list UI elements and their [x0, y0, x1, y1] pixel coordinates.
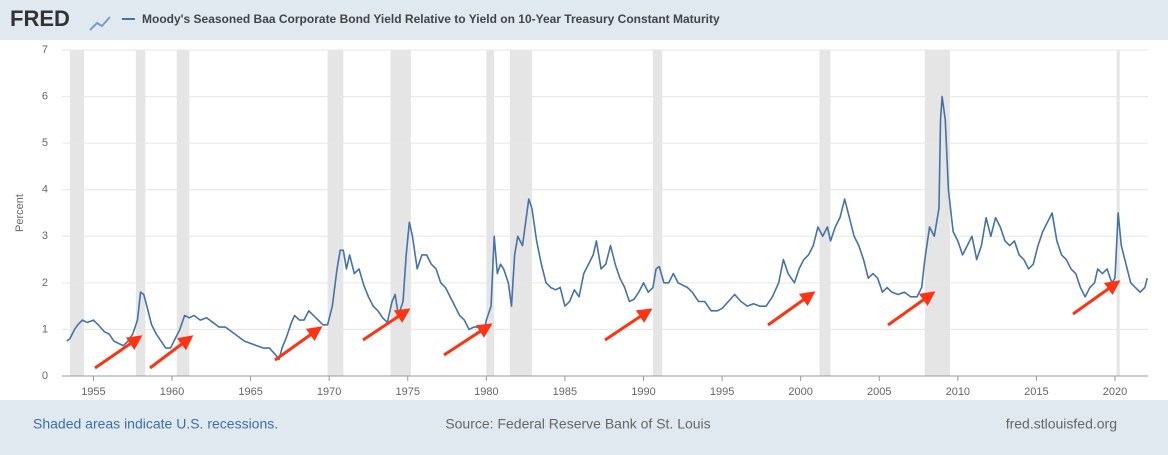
- y-tick-label: 0: [42, 370, 48, 382]
- recession-band: [135, 50, 146, 376]
- recession-band: [652, 50, 663, 376]
- recession-note: Shaded areas indicate U.S. recessions.: [33, 416, 278, 432]
- recession-band: [390, 50, 411, 376]
- plot-background: [0, 40, 1168, 400]
- x-tick-label: 1960: [160, 386, 184, 398]
- recession-band: [486, 50, 495, 376]
- source: Source: Federal Reserve Bank of St. Loui…: [445, 416, 710, 432]
- x-tick-label: 2000: [788, 386, 812, 398]
- arrow: [149, 335, 194, 370]
- x-tick-label: 1980: [474, 386, 498, 398]
- x-tick-label: 1955: [81, 386, 105, 398]
- recession-band: [327, 50, 344, 376]
- y-tick-label: 3: [42, 230, 48, 242]
- arrow: [604, 308, 653, 342]
- x-tick-label: 1985: [553, 386, 577, 398]
- annotation-arrows: [94, 280, 1121, 370]
- logo[interactable]: FRED: [10, 6, 70, 31]
- recession-band: [69, 50, 85, 376]
- arrow: [274, 326, 323, 362]
- arrow: [767, 291, 816, 327]
- y-axis-label: Percent: [14, 194, 26, 232]
- arrow: [443, 323, 493, 357]
- arrow: [887, 291, 936, 327]
- recession-band: [819, 50, 831, 376]
- x-tick-label: 2005: [867, 386, 891, 398]
- arrow: [1072, 280, 1121, 316]
- y-tick-label: 1: [42, 323, 48, 335]
- recession-band: [509, 50, 532, 376]
- recession-band: [176, 50, 190, 376]
- chart-title: Moody's Seasoned Baa Corporate Bond Yiel…: [142, 12, 720, 26]
- y-tick-label: 4: [42, 184, 48, 196]
- y-tick-label: 5: [42, 137, 48, 149]
- y-tick-label: 7: [42, 44, 48, 56]
- x-tick-label: 1975: [396, 386, 420, 398]
- x-tick-label: 1965: [238, 386, 262, 398]
- y-tick-label: 6: [42, 90, 48, 102]
- site-link[interactable]: fred.stlouisfed.org: [1006, 416, 1117, 432]
- x-tick-label: 2015: [1024, 386, 1048, 398]
- x-tick-label: 1995: [710, 386, 734, 398]
- x-tick-label: 2020: [1103, 386, 1127, 398]
- data-line: [66, 95, 1148, 361]
- x-tick-label: 2010: [946, 386, 970, 398]
- arrow: [94, 335, 143, 370]
- arrow: [362, 308, 411, 342]
- x-tick-label: 1970: [317, 386, 341, 398]
- y-tick-label: 2: [42, 277, 48, 289]
- logo-icon: [89, 16, 111, 31]
- x-tick-label: 1990: [631, 386, 655, 398]
